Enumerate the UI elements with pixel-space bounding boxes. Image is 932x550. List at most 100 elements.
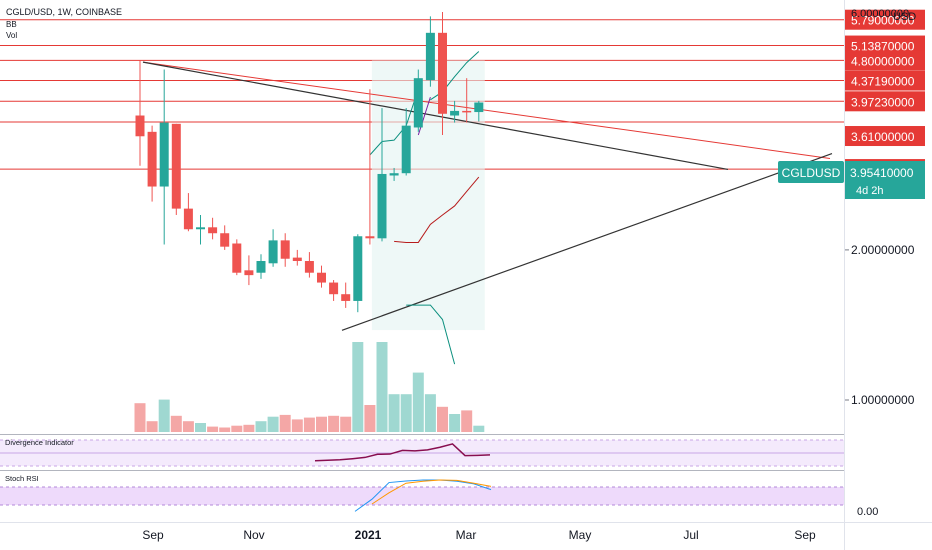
- level-price-label-4: 3.97230000: [851, 95, 915, 109]
- stoch-k-line: [354, 479, 492, 512]
- volume-bar-26: [449, 414, 461, 432]
- stoch-d-line: [371, 479, 492, 505]
- candle-body-19: [365, 236, 375, 239]
- time-axis-label-4: May: [569, 528, 592, 542]
- axis-tick-label-1: 2.00000000: [851, 243, 915, 257]
- volume-bar-4: [182, 421, 194, 432]
- volume-bar-9: [243, 424, 255, 432]
- volume-bar-14: [303, 417, 315, 432]
- candle-body-28: [474, 102, 484, 113]
- volume-bar-16: [328, 415, 340, 432]
- bollinger-basis-line: [394, 176, 480, 243]
- volume-bar-18: [352, 342, 364, 432]
- candle-body-2: [159, 122, 169, 187]
- volume-bar-28: [473, 425, 485, 432]
- bollinger-upper-early: [369, 89, 419, 156]
- candle-body-18: [353, 236, 363, 301]
- time-axis-label-2: 2021: [355, 528, 382, 542]
- volume-bar-23: [412, 372, 424, 432]
- axis-tick-label-0: 6.00000000: [851, 8, 909, 20]
- volume-bar-27: [461, 410, 473, 432]
- axis-currency-label: USD: [893, 11, 916, 23]
- stoch-band: [0, 487, 844, 505]
- axis-tick-label-2: 1.00000000: [851, 393, 915, 407]
- support-trendline: [341, 153, 833, 331]
- price-axis-border: [844, 0, 845, 550]
- level-price-label-0: 5.79000000: [851, 14, 915, 28]
- divergence-indicator-label[interactable]: Divergence Indicator: [5, 438, 74, 447]
- symbol-badge-text: CGLDUSD: [782, 166, 841, 180]
- level-price-label-1: 5.13870000: [851, 40, 915, 54]
- bollinger-shade: [371, 60, 485, 331]
- bollinger-lower-line: [406, 304, 456, 365]
- candle-body-24: [425, 32, 435, 81]
- volume-bar-7: [219, 427, 231, 432]
- stoch-rsi-label[interactable]: Stoch RSI: [5, 474, 39, 483]
- volume-bar-17: [340, 416, 352, 432]
- candle-body-15: [317, 272, 326, 283]
- time-axis-border: [0, 522, 932, 523]
- time-axis-label-5: Jul: [683, 528, 698, 542]
- time-axis-label-1: Nov: [243, 528, 264, 542]
- candle-body-27: [462, 110, 472, 113]
- current-price-value: 3.95410000: [850, 166, 914, 180]
- volume-bar-1: [146, 421, 158, 432]
- candle-body-20: [377, 173, 387, 239]
- candle-body-9: [244, 270, 254, 276]
- level-price-badge-2: [845, 50, 925, 71]
- time-axis-label-0: Sep: [142, 528, 164, 542]
- candle-body-5: [196, 227, 205, 230]
- candle-body-25: [438, 32, 447, 114]
- indicator-vol-label[interactable]: Vol: [6, 31, 17, 40]
- bollinger-fill: [371, 60, 485, 331]
- volume-bar-10: [255, 421, 267, 432]
- divergence-line: [314, 443, 491, 462]
- volume-bar-15: [316, 416, 327, 432]
- volume-bar-20: [376, 342, 388, 432]
- candle-body-21: [389, 173, 399, 176]
- volume-bar-3: [170, 415, 182, 432]
- candle-body-10: [256, 261, 266, 273]
- stoch-zero-label: 0.00: [857, 506, 878, 518]
- trendlines[interactable]: [142, 61, 833, 331]
- indicator-bb-label[interactable]: BB: [6, 20, 17, 29]
- volume-bar-0: [134, 403, 146, 432]
- time-axis[interactable]: Sep Nov 2021 Mar May Jul Sep: [142, 528, 816, 542]
- candlesticks: [135, 12, 484, 313]
- candle-body-23: [413, 78, 423, 128]
- pane-separator-1[interactable]: [0, 434, 844, 435]
- bollinger-basis-early: [417, 96, 431, 136]
- level-price-label-5: 3.61000000: [851, 130, 915, 144]
- pane-separator-2[interactable]: [0, 470, 844, 471]
- candle-body-1: [147, 131, 157, 187]
- candle-body-6: [208, 227, 218, 234]
- candle-body-13: [292, 257, 302, 262]
- volume-bar-6: [207, 426, 219, 432]
- time-axis-label-6: Sep: [794, 528, 816, 542]
- candle-body-0: [135, 115, 145, 137]
- volume-bars: [134, 342, 485, 432]
- volume-bar-2: [158, 399, 170, 432]
- stoch-rsi-pane: [0, 479, 844, 512]
- volume-bar-5: [195, 423, 206, 432]
- volume-bar-13: [291, 419, 303, 432]
- candle-body-4: [183, 208, 193, 230]
- volume-bar-21: [388, 394, 400, 432]
- divergence-pane: [0, 439, 844, 467]
- volume-bar-11: [267, 416, 279, 432]
- candle-body-16: [329, 282, 339, 295]
- level-price-badge-0: [845, 9, 925, 30]
- volume-bar-24: [424, 394, 436, 432]
- volume-bar-22: [400, 394, 412, 432]
- candle-body-7: [220, 233, 230, 247]
- volume-bar-8: [231, 425, 243, 432]
- resistance-trendline-black: [142, 61, 729, 171]
- resistance-trendline-red: [142, 61, 831, 160]
- volume-bar-12: [279, 414, 291, 432]
- candle-body-26: [450, 110, 460, 116]
- volume-bar-19: [364, 405, 376, 432]
- bar-countdown: 4d 2h: [856, 185, 884, 197]
- candle-body-14: [304, 261, 314, 273]
